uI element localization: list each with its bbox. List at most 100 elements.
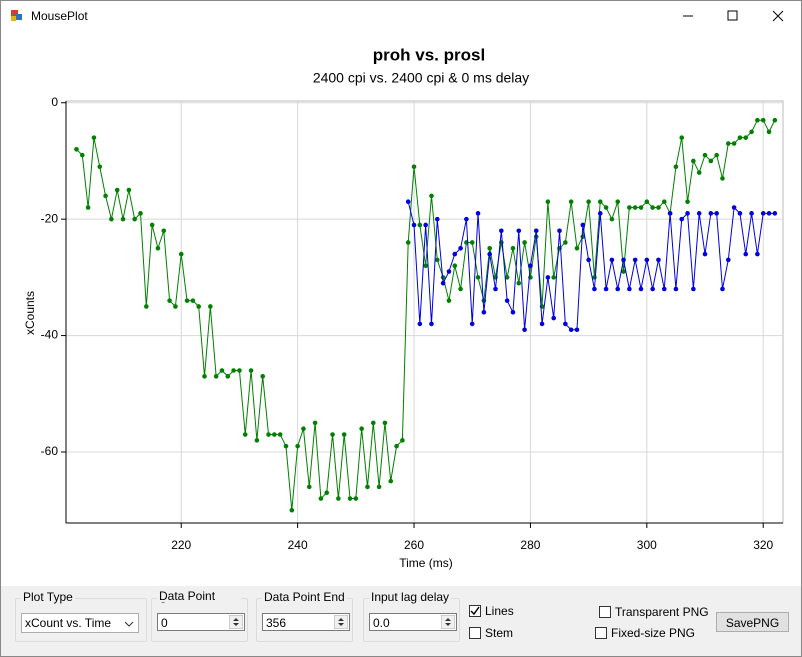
app-icon — [15, 14, 22, 20]
spinner[interactable] — [334, 615, 348, 629]
data-point — [592, 286, 597, 292]
data-point — [161, 228, 167, 234]
data-point — [295, 443, 300, 449]
data-point — [533, 228, 539, 234]
data-point — [609, 216, 615, 222]
data-point — [382, 420, 388, 426]
input-value: 0 — [161, 616, 168, 630]
data-point — [504, 275, 510, 280]
data-point — [242, 432, 248, 437]
data-point — [708, 211, 714, 216]
data-point — [516, 280, 522, 286]
data-point — [277, 432, 283, 437]
x-tick-label: 280 — [520, 538, 540, 552]
data-point — [469, 321, 475, 327]
data-point — [644, 257, 650, 263]
data-point — [679, 216, 685, 222]
checkbox[interactable]: Stem — [469, 626, 513, 640]
data-point — [452, 263, 458, 269]
data-point — [208, 304, 213, 309]
maximize-button[interactable] — [727, 10, 738, 21]
y-tick-label: 0 — [51, 95, 58, 109]
data-point — [557, 228, 562, 234]
data-point — [388, 478, 394, 484]
data-point — [574, 245, 580, 251]
data-point — [749, 129, 754, 135]
data-point — [423, 222, 428, 228]
data-point — [411, 222, 417, 228]
data-point — [609, 257, 615, 263]
data-point — [458, 286, 463, 292]
data-point — [417, 321, 423, 327]
data-point — [760, 117, 766, 123]
data-point — [499, 228, 504, 234]
data-point — [737, 135, 743, 140]
data-point — [516, 228, 522, 234]
data-point — [429, 321, 434, 327]
data-point — [336, 496, 341, 501]
checkbox[interactable]: Fixed-size PNG — [595, 626, 695, 640]
data-point — [423, 263, 428, 269]
spinner[interactable] — [229, 615, 243, 629]
data-point — [714, 211, 719, 216]
data-point — [475, 275, 481, 280]
data-point — [766, 211, 772, 216]
x-tick-label: 240 — [288, 538, 308, 552]
checkbox-label: Fixed-size PNG — [611, 626, 696, 640]
data-point — [196, 304, 201, 309]
lag-input[interactable]: 0.0 — [369, 613, 457, 631]
data-point — [580, 222, 586, 228]
data-point — [749, 211, 754, 216]
data-point — [627, 286, 632, 292]
start-input[interactable]: 0 — [157, 613, 245, 631]
spinner[interactable] — [441, 615, 455, 629]
data-point — [696, 211, 702, 216]
data-point — [144, 304, 149, 309]
data-point — [365, 484, 370, 490]
plot-type-combo[interactable]: xCount vs. Time — [21, 613, 139, 633]
data-point — [661, 199, 667, 204]
data-point — [539, 321, 545, 327]
end-input[interactable]: 356 — [262, 613, 350, 631]
data-point — [167, 298, 172, 303]
checkmark-path — [470, 606, 480, 616]
data-point — [74, 147, 79, 152]
close-button[interactable] — [772, 10, 784, 22]
data-point — [493, 286, 498, 292]
data-point — [638, 205, 644, 210]
data-point — [318, 496, 324, 501]
data-point — [301, 426, 306, 432]
data-point — [178, 251, 184, 257]
data-point — [487, 245, 492, 251]
data-point — [248, 368, 254, 373]
app-icon — [11, 10, 18, 16]
data-point — [173, 304, 178, 309]
data-point — [603, 205, 609, 210]
x-tick-label: 220 — [171, 538, 191, 552]
data-point — [405, 199, 411, 204]
data-point — [475, 211, 481, 216]
data-point — [405, 240, 411, 245]
data-point — [656, 205, 661, 210]
plot-type-group: Plot Type xCount vs. Time — [15, 591, 147, 642]
data-point — [696, 170, 702, 175]
data-point — [522, 327, 527, 333]
data-point — [126, 187, 132, 193]
x-tick-label: 300 — [637, 538, 657, 552]
data-point — [597, 199, 603, 204]
combo-value: xCount vs. Time — [25, 616, 112, 630]
data-point — [231, 368, 236, 373]
data-point — [481, 309, 487, 315]
data-point — [85, 205, 91, 210]
data-point — [446, 269, 452, 274]
checkbox-box — [599, 606, 611, 618]
checkbox[interactable]: Transparent PNG — [599, 605, 709, 619]
data-point — [597, 211, 603, 216]
data-point — [400, 438, 405, 443]
data-point — [685, 211, 690, 216]
save-button[interactable]: SavePNG — [716, 612, 789, 632]
data-point — [429, 193, 434, 199]
data-point — [586, 199, 591, 204]
checkbox[interactable]: Lines — [469, 604, 514, 618]
